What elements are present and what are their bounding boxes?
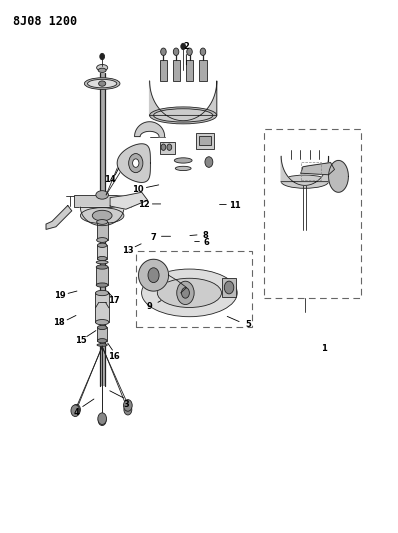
Text: 8J08 1200: 8J08 1200 <box>13 14 77 28</box>
Text: 6: 6 <box>204 238 210 247</box>
Ellipse shape <box>142 269 237 317</box>
Circle shape <box>161 144 166 150</box>
Circle shape <box>167 144 172 150</box>
Bar <box>199 135 211 145</box>
Ellipse shape <box>97 344 107 346</box>
Polygon shape <box>117 144 150 182</box>
Bar <box>98 245 107 259</box>
Text: 14: 14 <box>104 174 116 183</box>
Circle shape <box>133 159 139 167</box>
Text: 17: 17 <box>108 296 120 305</box>
Ellipse shape <box>175 166 191 171</box>
Circle shape <box>129 154 143 173</box>
Circle shape <box>181 288 189 298</box>
Text: 5: 5 <box>246 320 252 329</box>
Ellipse shape <box>99 81 106 86</box>
Ellipse shape <box>80 208 124 223</box>
Text: 7: 7 <box>151 233 156 242</box>
Bar <box>100 73 105 386</box>
Ellipse shape <box>92 211 112 221</box>
Polygon shape <box>110 192 148 209</box>
Ellipse shape <box>97 238 108 243</box>
Circle shape <box>123 400 132 411</box>
Text: 16: 16 <box>108 352 120 361</box>
Ellipse shape <box>96 265 108 269</box>
Circle shape <box>200 48 206 55</box>
Ellipse shape <box>98 243 107 247</box>
Ellipse shape <box>150 107 217 124</box>
Text: 4: 4 <box>74 408 80 417</box>
Ellipse shape <box>98 256 107 261</box>
Bar <box>172 60 179 81</box>
Bar <box>222 278 236 297</box>
Text: 2: 2 <box>183 42 189 51</box>
Circle shape <box>187 48 192 55</box>
Circle shape <box>98 415 106 425</box>
Polygon shape <box>139 259 169 291</box>
Polygon shape <box>329 160 348 192</box>
Ellipse shape <box>97 220 108 224</box>
Circle shape <box>71 405 80 417</box>
Bar <box>136 251 252 327</box>
Bar <box>199 60 207 81</box>
Text: 12: 12 <box>138 200 150 209</box>
Polygon shape <box>46 206 72 229</box>
Circle shape <box>98 413 107 424</box>
Ellipse shape <box>96 319 109 325</box>
Ellipse shape <box>96 261 108 264</box>
Circle shape <box>148 268 159 282</box>
Ellipse shape <box>96 283 108 287</box>
Polygon shape <box>150 81 217 120</box>
Polygon shape <box>135 122 165 136</box>
Ellipse shape <box>281 175 329 188</box>
Polygon shape <box>281 156 329 185</box>
Bar <box>160 60 167 81</box>
Ellipse shape <box>97 64 108 71</box>
Text: 19: 19 <box>54 291 66 300</box>
Bar <box>186 60 193 81</box>
Ellipse shape <box>98 338 107 343</box>
Circle shape <box>177 281 194 304</box>
Bar <box>98 327 107 341</box>
Circle shape <box>161 48 166 55</box>
Circle shape <box>224 281 234 294</box>
Ellipse shape <box>98 325 107 329</box>
Circle shape <box>205 157 213 167</box>
Circle shape <box>181 43 185 50</box>
Circle shape <box>72 405 80 415</box>
Text: 15: 15 <box>74 336 86 345</box>
Polygon shape <box>301 163 335 175</box>
Bar <box>96 293 109 322</box>
Bar <box>196 133 214 149</box>
Ellipse shape <box>96 290 109 296</box>
Bar <box>264 128 361 298</box>
Bar <box>160 142 175 154</box>
Ellipse shape <box>84 78 120 90</box>
Ellipse shape <box>174 158 192 163</box>
Ellipse shape <box>96 191 109 199</box>
Bar <box>301 161 321 180</box>
Bar <box>96 267 108 285</box>
Bar <box>74 196 131 207</box>
Text: 3: 3 <box>123 400 129 409</box>
Ellipse shape <box>98 68 106 72</box>
Text: 1: 1 <box>320 344 326 353</box>
Text: 9: 9 <box>147 302 152 311</box>
Ellipse shape <box>157 278 221 308</box>
Text: 10: 10 <box>132 185 144 194</box>
Ellipse shape <box>154 109 213 122</box>
Bar <box>97 222 108 240</box>
Text: 18: 18 <box>53 318 64 327</box>
Circle shape <box>100 53 105 60</box>
Circle shape <box>124 405 132 415</box>
Text: 11: 11 <box>229 201 240 210</box>
Polygon shape <box>80 207 124 225</box>
Text: 13: 13 <box>122 246 134 255</box>
Ellipse shape <box>88 79 117 88</box>
Text: 8: 8 <box>202 231 208 240</box>
Circle shape <box>173 48 179 55</box>
